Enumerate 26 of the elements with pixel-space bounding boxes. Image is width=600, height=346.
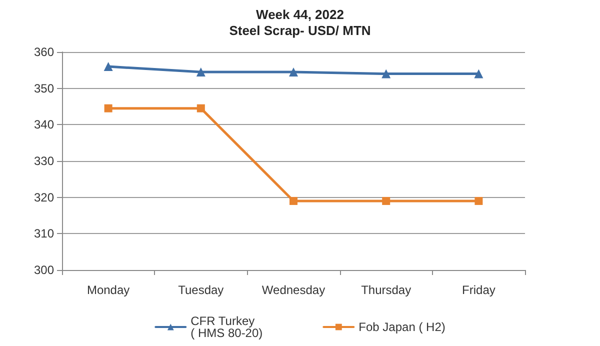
point [196, 67, 206, 76]
point [289, 67, 298, 76]
y-tick-label: 350 [34, 81, 54, 96]
y-tick-label: 360 [34, 45, 54, 59]
x-tick-label: Thursday [361, 283, 412, 297]
y-tick-label: 300 [34, 263, 54, 277]
legend-label: Fob Japan ( H2) [358, 320, 446, 334]
point [104, 62, 113, 72]
legend-label: CFR Turkey ( HMS 80-20) [190, 314, 263, 340]
point [474, 196, 483, 205]
y-tick-label: 310 [34, 226, 54, 241]
x-tick-label: Tuesday [178, 283, 224, 297]
point [290, 196, 298, 205]
point [474, 69, 484, 78]
x-tick-label: Monday [86, 283, 130, 297]
point [196, 104, 205, 112]
point [382, 196, 390, 205]
point [382, 69, 391, 78]
x-tick-label: Friday [462, 283, 496, 297]
y-tick-label: 320 [34, 190, 54, 204]
x-tick-label: Wednesday [262, 283, 326, 297]
chart-title: Week 44, 2022 [256, 7, 344, 22]
y-tick-label: 340 [34, 118, 54, 132]
y-tick-label: 330 [34, 154, 54, 168]
point [104, 104, 112, 112]
chart-subtitle: Steel Scrap- USD/ MTN [229, 23, 371, 38]
